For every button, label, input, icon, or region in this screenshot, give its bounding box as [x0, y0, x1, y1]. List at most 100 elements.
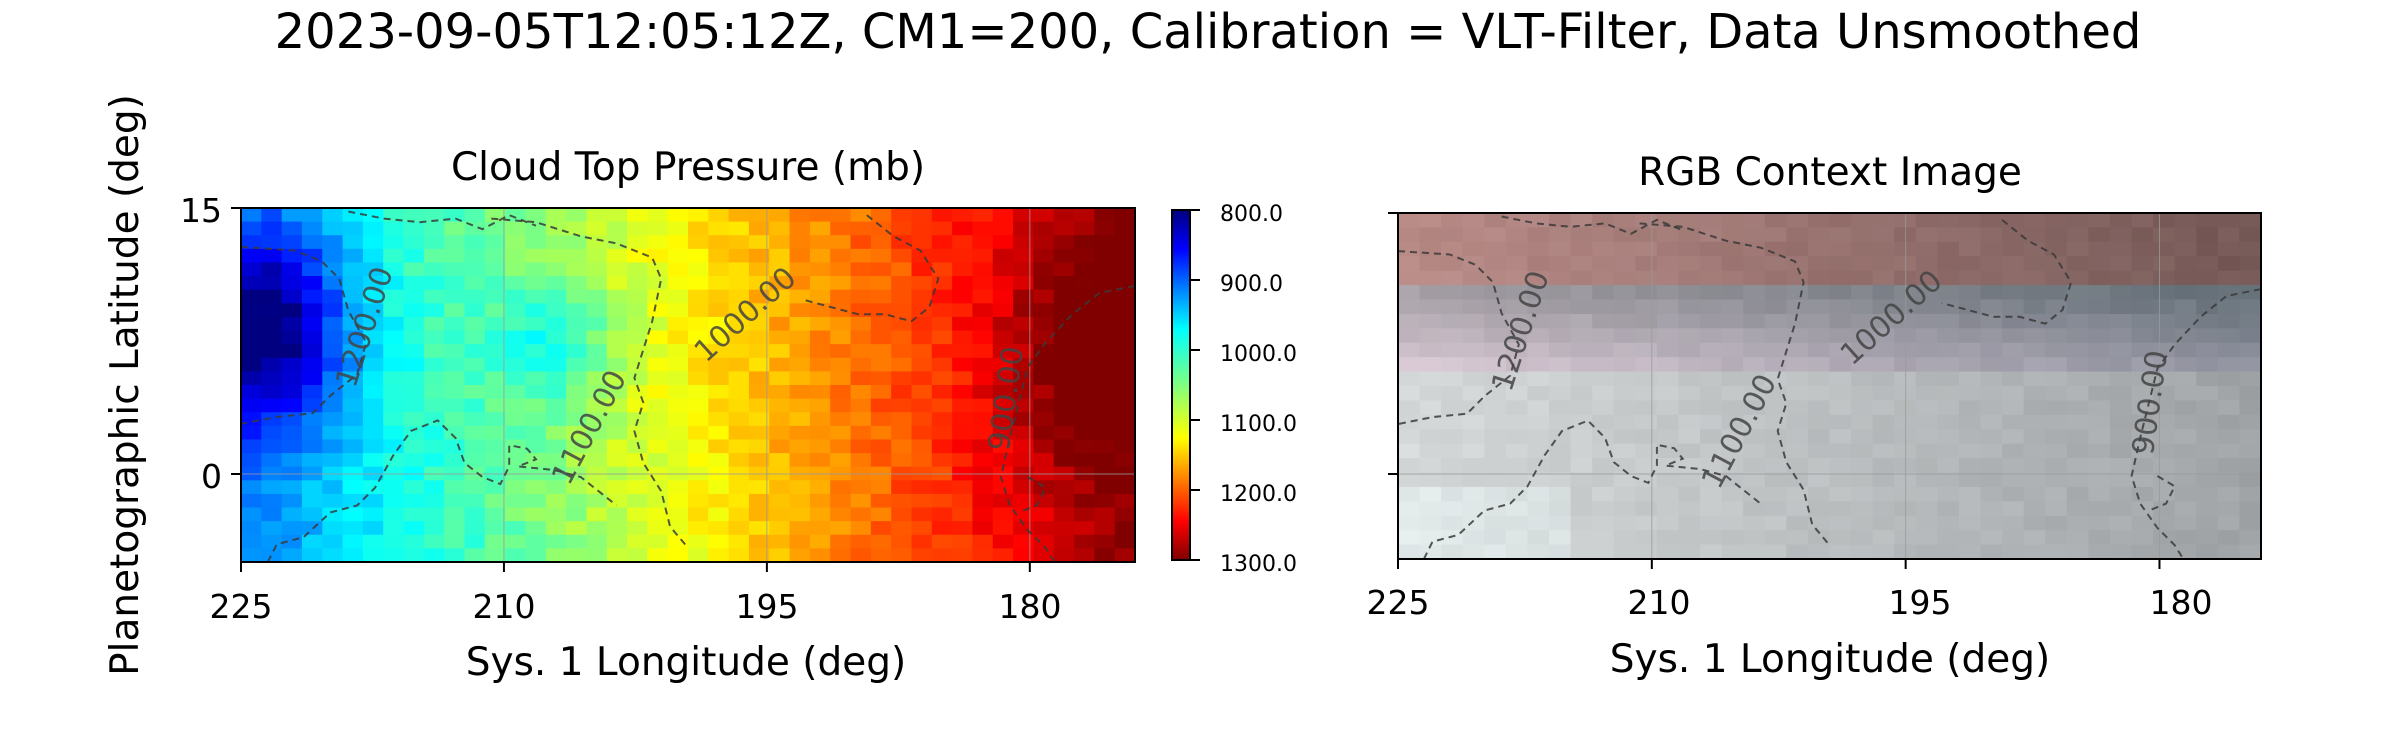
image-cell: [2109, 544, 2133, 559]
heatmap-cell: [809, 425, 831, 441]
heatmap-cell: [1053, 262, 1075, 277]
heatmap-cell: [647, 371, 669, 386]
heatmap-cell: [667, 357, 689, 372]
heatmap-cell: [952, 276, 974, 291]
image-cell: [2109, 486, 2133, 502]
heatmap-cell: [931, 276, 953, 291]
heatmap-cell: [830, 248, 852, 264]
heatmap-cell: [891, 303, 913, 318]
image-cell: [1807, 256, 1831, 272]
heatmap-cell: [281, 453, 303, 468]
image-cell: [1678, 544, 1701, 559]
heatmap-cell: [647, 330, 669, 345]
image-cell: [1484, 328, 1507, 344]
heatmap-cell: [606, 289, 628, 304]
image-cell: [1937, 256, 1960, 272]
heatmap-cell: [931, 398, 953, 413]
heatmap-cell: [586, 357, 608, 372]
heatmap-cell: [931, 235, 953, 250]
heatmap-cell: [870, 248, 892, 264]
heatmap-cell: [1053, 425, 1075, 441]
heatmap-cell: [850, 344, 872, 359]
heatmap-cell: [627, 316, 648, 332]
heatmap-cell: [1053, 289, 1075, 304]
image-cell: [2153, 414, 2176, 430]
image-cell: [1462, 328, 1485, 344]
heatmap-cell: [931, 493, 953, 509]
heatmap-cell: [809, 344, 831, 359]
heatmap-cell: [545, 371, 567, 386]
image-cell: [2023, 371, 2046, 387]
heatmap-cell: [566, 303, 588, 318]
heatmap-cell: [403, 330, 425, 345]
heatmap-cell: [606, 548, 628, 562]
image-cell: [2153, 256, 2176, 272]
heatmap-cell: [891, 330, 913, 345]
image-cell: [1613, 256, 1636, 272]
heatmap-cell: [464, 208, 486, 223]
heatmap-cell: [281, 303, 303, 318]
heatmap-cell: [1033, 289, 1055, 304]
image-cell: [1549, 342, 1572, 358]
image-cell: [1656, 486, 1680, 502]
heatmap-cell: [444, 371, 466, 386]
heatmap-cell: [769, 548, 791, 562]
heatmap-cell: [423, 412, 445, 427]
image-cell: [1505, 285, 1529, 301]
heatmap-cell: [830, 371, 852, 386]
heatmap-cell: [301, 289, 323, 304]
heatmap-cell: [1074, 412, 1095, 427]
heatmap-cell: [627, 276, 648, 291]
heatmap-cell: [728, 208, 750, 223]
heatmap-cell: [241, 385, 262, 400]
image-cell: [1700, 501, 1723, 517]
heatmap-cell: [647, 507, 669, 522]
heatmap-cell: [688, 425, 709, 441]
heatmap-cell: [444, 385, 466, 400]
image-cell: [2088, 213, 2111, 229]
heatmap-cell: [911, 371, 933, 386]
heatmap-cell: [464, 385, 486, 400]
image-cell: [1656, 530, 1680, 546]
image-cell: [1592, 371, 1615, 387]
heatmap-cell: [627, 289, 648, 304]
image-cell: [1419, 458, 1442, 474]
image-cell: [1441, 357, 1464, 373]
image-cell: [1441, 313, 1464, 329]
heatmap-cell: [850, 316, 872, 332]
image-cell: [1527, 328, 1550, 344]
heatmap-cell: [342, 439, 364, 454]
heatmap-cell: [1094, 344, 1116, 359]
image-cell: [1419, 386, 1442, 402]
heatmap-cell: [545, 303, 567, 318]
heatmap-cell: [362, 412, 384, 427]
heatmap-cell: [1074, 262, 1095, 277]
heatmap-cell: [586, 493, 608, 509]
image-cell: [2196, 371, 2219, 387]
image-cell: [1872, 227, 1895, 243]
image-cell: [2045, 213, 2068, 229]
image-cell: [2217, 328, 2241, 344]
heatmap-cell: [952, 371, 974, 386]
image-cell: [1786, 501, 1809, 517]
heatmap-cell: [972, 344, 994, 359]
image-cell: [2045, 386, 2068, 402]
image-cell: [1958, 270, 1982, 286]
image-cell: [1441, 342, 1464, 358]
heatmap-cell: [322, 276, 344, 291]
heatmap-cell: [1114, 221, 1135, 236]
image-cell: [1807, 299, 1831, 315]
image-cell: [2131, 357, 2154, 373]
heatmap-cell: [992, 357, 1014, 372]
image-cell: [1807, 472, 1831, 488]
image-cell: [1958, 256, 1982, 272]
heatmap-cell: [301, 262, 323, 277]
heatmap-cell: [850, 425, 872, 441]
image-cell: [1505, 371, 1529, 387]
heatmap-cell: [830, 480, 852, 495]
heatmap-cell: [241, 344, 262, 359]
image-cell: [1851, 530, 1874, 546]
left-panel-title: Cloud Top Pressure (mb): [451, 145, 925, 190]
heatmap-cell: [362, 330, 384, 345]
heatmap-cell: [891, 385, 913, 400]
